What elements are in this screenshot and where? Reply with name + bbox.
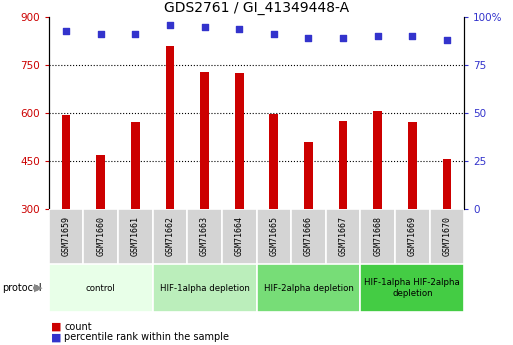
Point [443,38,451,43]
Bar [269,114,278,209]
Point [96,32,105,37]
Text: GSM71665: GSM71665 [269,216,279,256]
Text: GSM71663: GSM71663 [200,216,209,256]
Point [131,32,140,37]
Bar [200,71,209,209]
Text: GSM71664: GSM71664 [234,216,244,256]
Text: HIF-1alpha depletion: HIF-1alpha depletion [160,284,249,293]
Text: GSM71666: GSM71666 [304,216,313,256]
Point [408,34,417,39]
Bar [235,73,244,209]
Text: ▶: ▶ [34,283,43,293]
Point [235,26,243,31]
Text: GSM71667: GSM71667 [339,216,348,256]
Bar [360,209,395,264]
Text: GSM71661: GSM71661 [131,216,140,256]
Point [373,34,382,39]
Bar [222,209,256,264]
Bar [187,209,222,264]
Text: GSM71669: GSM71669 [408,216,417,256]
Title: GDS2761 / GI_41349448-A: GDS2761 / GI_41349448-A [164,1,349,15]
Bar [339,121,347,209]
Text: count: count [64,322,92,332]
Bar [360,264,464,312]
Text: GSM71660: GSM71660 [96,216,105,256]
Point [166,22,174,28]
Bar [304,142,313,209]
Text: ■: ■ [51,333,62,342]
Bar [153,209,187,264]
Bar [373,111,382,209]
Bar [408,122,417,209]
Text: GSM71659: GSM71659 [62,216,71,256]
Point [304,36,312,41]
Text: percentile rank within the sample: percentile rank within the sample [64,333,229,342]
Bar [395,209,429,264]
Bar [96,155,105,209]
Point [62,28,70,33]
Text: control: control [86,284,115,293]
Bar [131,121,140,209]
Bar [49,209,83,264]
Bar [291,209,326,264]
Text: HIF-2alpha depletion: HIF-2alpha depletion [264,284,353,293]
Bar [62,115,70,209]
Text: HIF-1alpha HIF-2alpha
depletion: HIF-1alpha HIF-2alpha depletion [364,278,460,298]
Bar [153,264,256,312]
Point [270,32,278,37]
Bar [443,159,451,209]
Text: GSM71668: GSM71668 [373,216,382,256]
Text: ■: ■ [51,322,62,332]
Bar [49,264,153,312]
Bar [256,209,291,264]
Bar [429,209,464,264]
Bar [166,46,174,209]
Bar [83,209,118,264]
Text: GSM71662: GSM71662 [165,216,174,256]
Bar [326,209,360,264]
Text: GSM71670: GSM71670 [442,216,451,256]
Bar [118,209,153,264]
Point [201,24,209,30]
Bar [256,264,360,312]
Point [339,36,347,41]
Text: protocol: protocol [3,283,42,293]
